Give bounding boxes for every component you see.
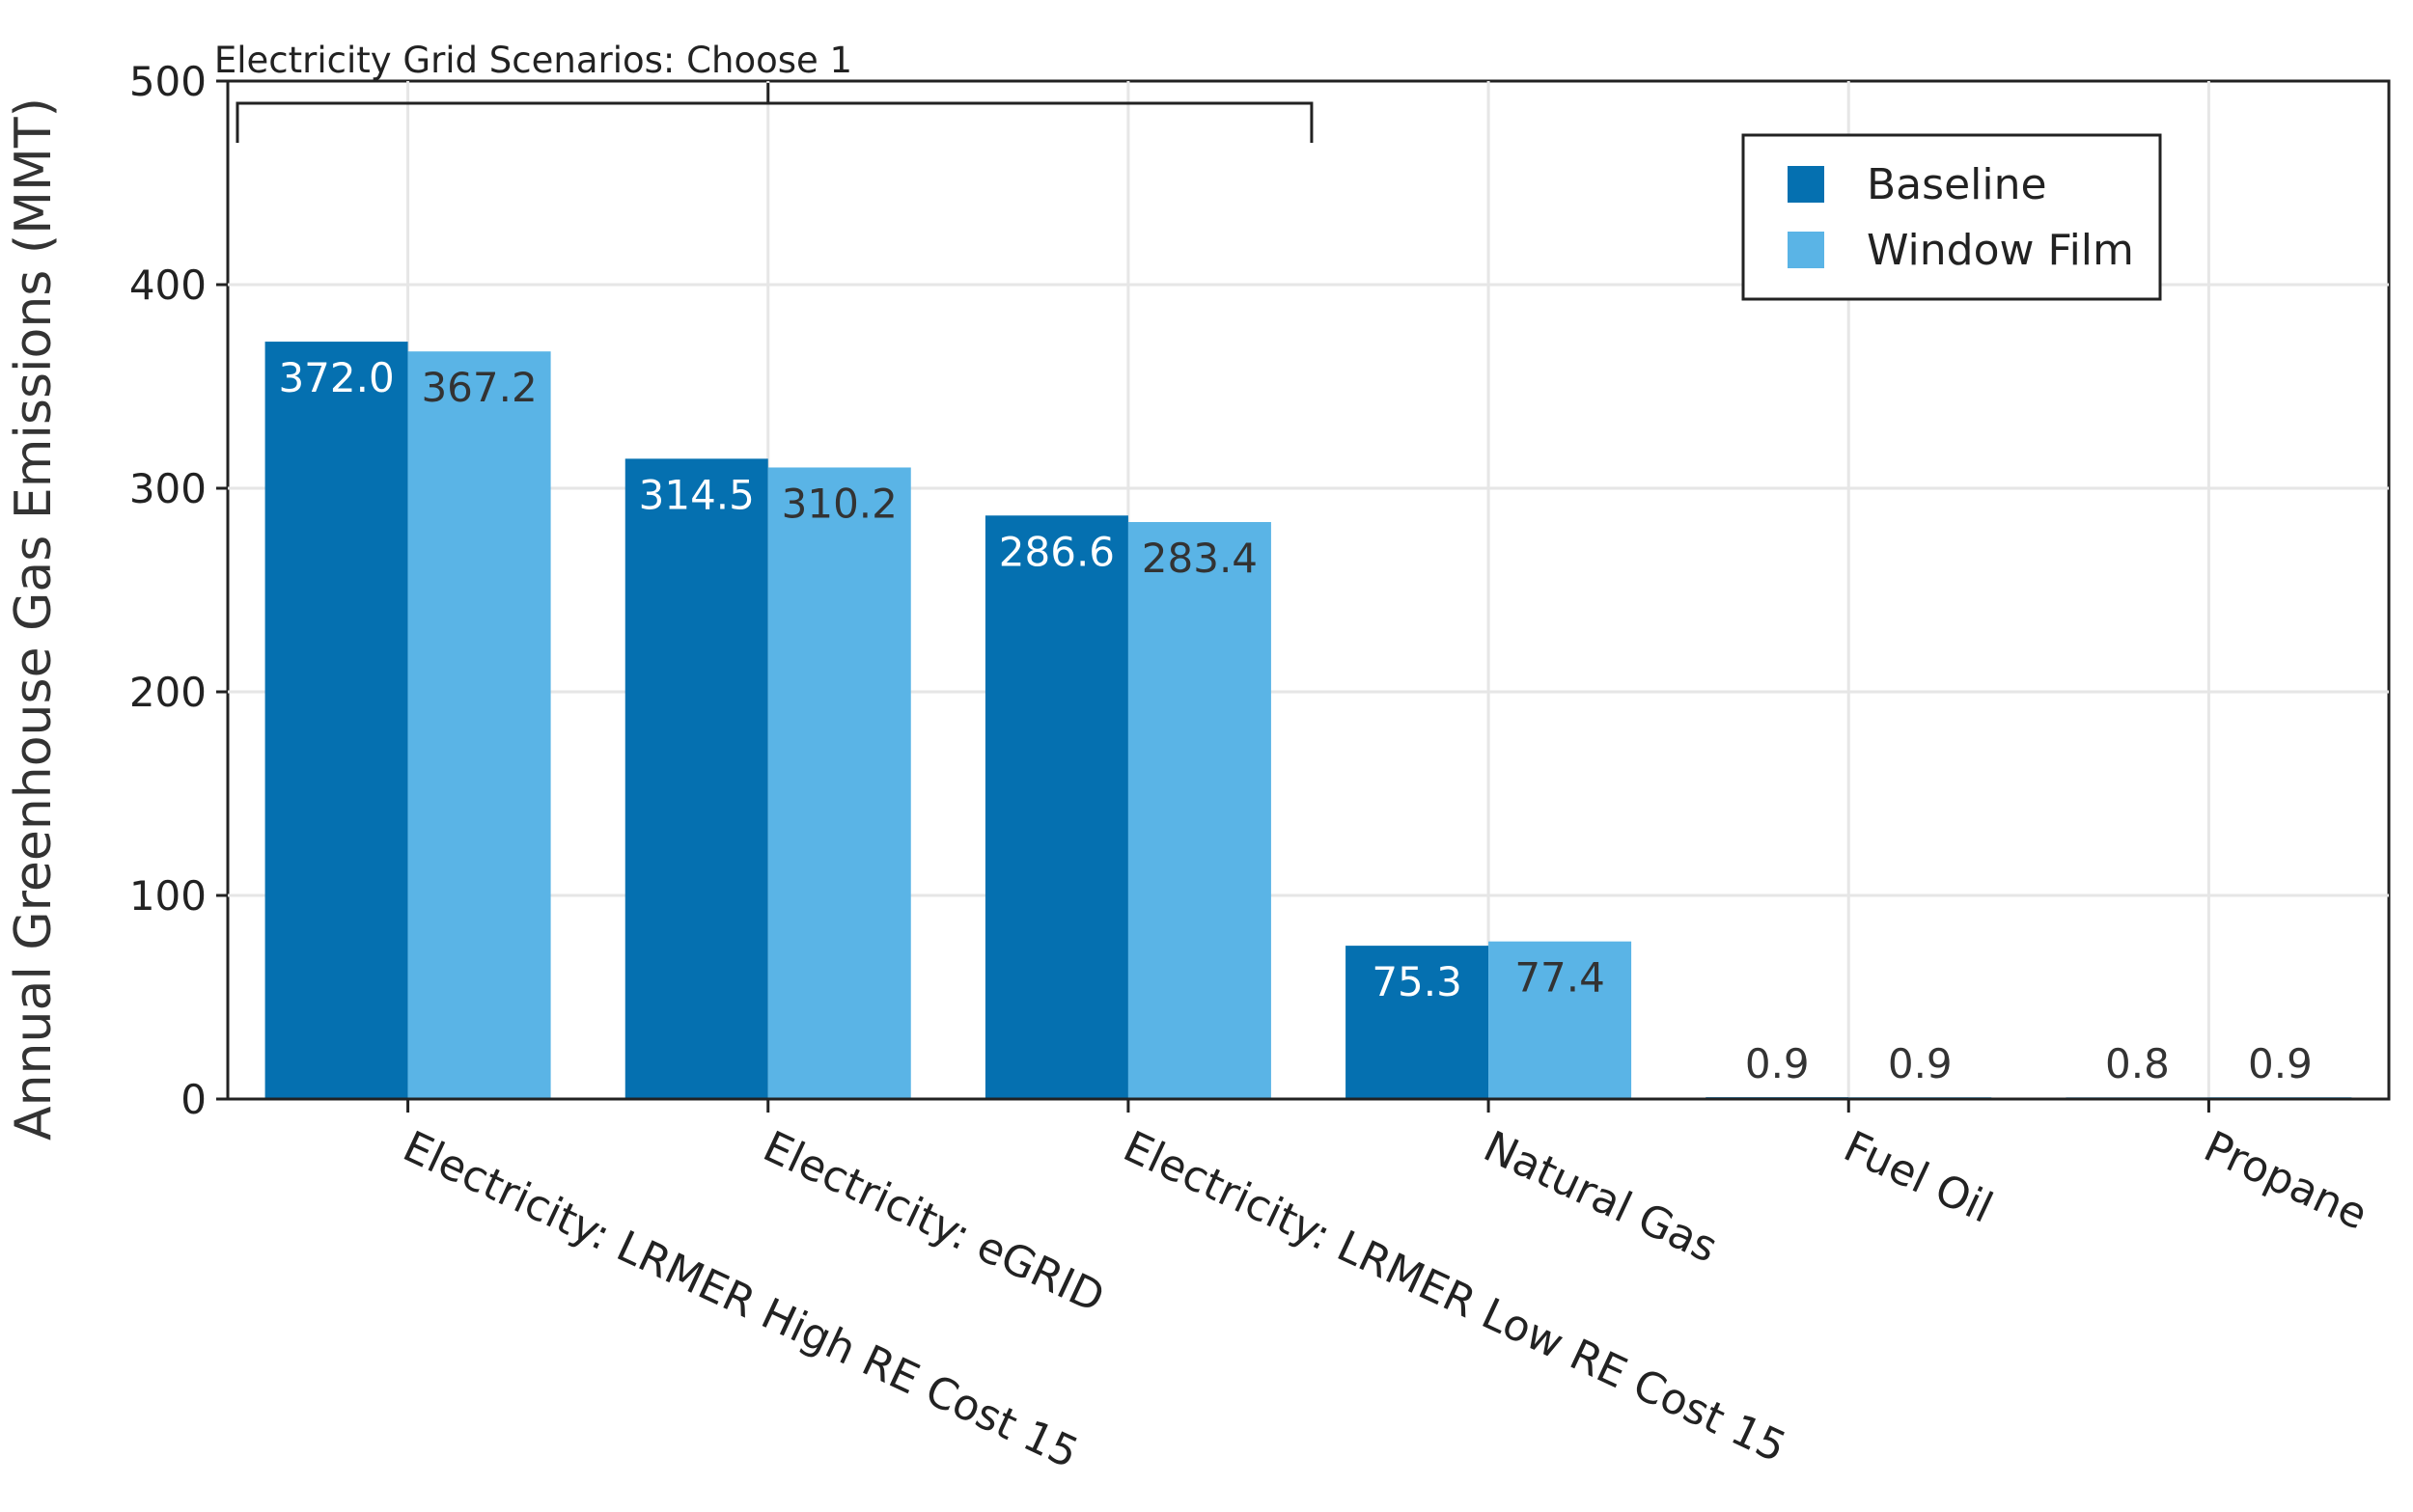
x-tick-label-natural-gas: Natural Gas <box>1476 1122 1724 1273</box>
bar-baseline-electricity-egrid <box>624 458 768 1099</box>
data-label-baseline-electricity-lrmer-high-re-cost-15: 372.0 <box>278 354 394 401</box>
legend-label-window-film: Window Film <box>1867 226 2134 275</box>
bars <box>264 342 2352 1100</box>
y-tick-label: 300 <box>129 465 207 512</box>
scenario-bracket-line <box>236 101 1314 143</box>
y-tick-label: 200 <box>129 669 207 716</box>
bar-baseline-natural-gas <box>1345 946 1489 1099</box>
bar-baseline-electricity-lrmer-high-re-cost-15 <box>264 342 408 1100</box>
data-label-baseline-fuel-oil: 0.9 <box>1745 1040 1810 1087</box>
scenario-bracket: Electricity Grid Scenarios: Choose 1 <box>214 40 1314 143</box>
y-tick-label: 400 <box>129 261 207 309</box>
bar-window-film-natural-gas <box>1488 941 1632 1099</box>
data-label-baseline-natural-gas: 75.3 <box>1372 958 1462 1005</box>
y-axis-title: Annual Greenhouse Gas Emissions (MMT) <box>5 97 63 1141</box>
data-label-window-film-fuel-oil: 0.9 <box>1888 1040 1953 1087</box>
y-tick-label: 100 <box>129 872 207 920</box>
bar-window-film-electricity-lrmer-low-re-cost-15 <box>1127 522 1271 1099</box>
legend: Baseline Window Film <box>1741 133 2162 301</box>
x-tick-label-electricity-lrmer-high-re-cost-15: Electricity: LRMER High RE Cost 15 <box>396 1122 1086 1478</box>
x-tick-label-fuel-oil: Fuel Oil <box>1837 1122 2000 1233</box>
bar-window-film-electricity-lrmer-high-re-cost-15 <box>407 351 551 1099</box>
data-label-window-film-natural-gas: 77.4 <box>1514 954 1605 1002</box>
legend-swatch-window-film <box>1788 232 1824 268</box>
y-tick-label: 0 <box>180 1076 207 1123</box>
data-label-baseline-electricity-egrid: 314.5 <box>639 471 755 518</box>
legend-label-baseline: Baseline <box>1867 160 2047 209</box>
data-label-window-film-electricity-lrmer-low-re-cost-15: 283.4 <box>1142 535 1258 582</box>
legend-box <box>1741 133 2162 301</box>
data-labels: 372.0 314.5 286.6 75.3 0.9 0.8 367.2 310.2 283.4… <box>278 354 2312 1087</box>
x-tick-label-electricity-egrid: Electricity: eGRID <box>756 1122 1111 1323</box>
bar-baseline-electricity-lrmer-low-re-cost-15 <box>985 515 1128 1099</box>
x-tick-label-propane: Propane <box>2197 1122 2374 1240</box>
data-label-window-film-electricity-egrid: 310.2 <box>782 480 898 527</box>
legend-swatch-baseline <box>1788 166 1824 203</box>
data-label-baseline-electricity-lrmer-low-re-cost-15: 286.6 <box>999 528 1115 575</box>
bar-window-film-electricity-egrid <box>767 467 911 1099</box>
scenario-bracket-label: Electricity Grid Scenarios: Choose 1 <box>214 40 852 81</box>
x-tick-label-electricity-lrmer-low-re-cost-15: Electricity: LRMER Low RE Cost 15 <box>1116 1122 1793 1472</box>
data-label-window-film-propane: 0.9 <box>2248 1040 2313 1087</box>
data-label-baseline-propane: 0.8 <box>2105 1040 2170 1087</box>
y-tick-label: 500 <box>129 58 207 105</box>
data-label-window-film-electricity-lrmer-high-re-cost-15: 367.2 <box>421 364 537 411</box>
